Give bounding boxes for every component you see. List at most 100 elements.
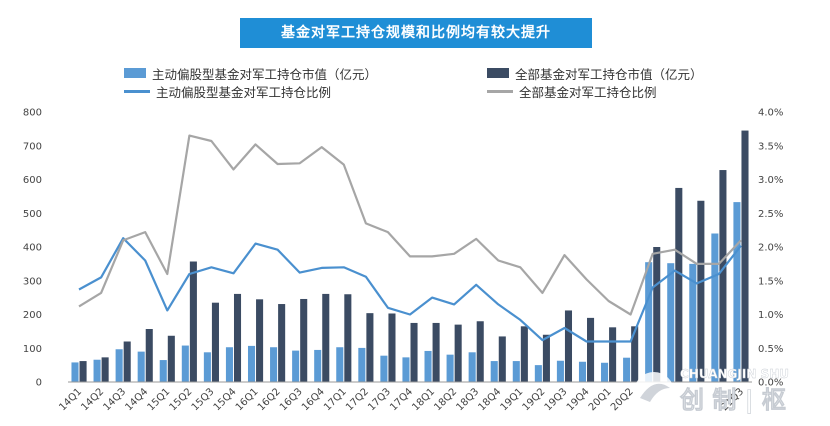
legend-label: 全部基金对军工持仓市值（亿元） — [515, 66, 703, 82]
y-left-tick-label: 700 — [23, 141, 42, 152]
bar-active-market-value — [203, 352, 211, 382]
legend: 主动偏股型基金对军工持仓市值（亿元） 全部基金对军工持仓市值（亿元） 主动偏股型… — [0, 60, 830, 100]
bar-all-market-value — [432, 322, 440, 382]
watermark-logo: CHUANGJIN SHU 创 制 | 枢 — [634, 367, 789, 414]
watermark-cn: 创 制 | 枢 — [679, 386, 786, 414]
legend-item-all-market-value: 全部基金对军工持仓市值（亿元） — [487, 64, 703, 82]
x-tick-label: 17Q3 — [366, 386, 393, 413]
bar-all-market-value — [498, 336, 506, 382]
legend-label: 全部基金对军工持仓比例 — [519, 84, 657, 100]
bar-active-market-value — [270, 347, 278, 382]
x-tick-label: 17Q2 — [344, 386, 371, 413]
bar-all-market-value — [476, 321, 484, 382]
y-right-tick-label: 1.0% — [758, 310, 783, 321]
bar-all-market-value — [564, 310, 573, 382]
x-tick-label: 14Q2 — [79, 386, 106, 413]
legend-swatch-active-bar — [124, 68, 146, 78]
chart-title: 基金对军工持仓规模和比例均有较大提升 — [240, 18, 592, 48]
y-left-tick-label: 0 — [36, 378, 42, 389]
x-tick-label: 15Q2 — [168, 386, 195, 413]
bar-active-market-value — [645, 262, 653, 382]
bar-active-market-value — [689, 263, 697, 382]
bar-active-market-value — [159, 360, 167, 382]
x-tick-label: 18Q4 — [477, 386, 504, 413]
bar-all-market-value — [278, 304, 286, 382]
y-axis-right: 0.0% 0.5% 1.0% 1.5% 2.0% 2.5% 3.0% 3.5% 4.0% — [758, 108, 783, 389]
y-right-tick-label: 0.0% — [758, 378, 783, 389]
legend-swatch-all-line — [487, 89, 513, 93]
bar-active-market-value — [512, 361, 520, 382]
y-left-tick-label: 200 — [23, 310, 42, 321]
y-right-tick-label: 4.0% — [758, 108, 783, 119]
bar-all-market-value — [344, 294, 352, 382]
bar-all-market-value — [631, 326, 639, 382]
x-tick-label: 16Q1 — [234, 386, 261, 413]
bar-active-market-value — [468, 352, 476, 382]
bar-active-market-value — [380, 355, 388, 382]
bar-all-market-value — [233, 293, 242, 382]
bar-active-market-value — [623, 357, 631, 382]
bar-active-market-value — [534, 365, 542, 382]
x-tick-label: 18Q1 — [410, 386, 437, 413]
y-left-tick-label: 600 — [23, 175, 42, 186]
x-tick-label: 19Q2 — [521, 386, 548, 413]
bars — [71, 130, 749, 382]
bar-active-market-value — [93, 359, 101, 382]
bar-all-market-value — [653, 247, 661, 382]
y-right-tick-label: 0.5% — [758, 344, 783, 355]
y-left-tick-label: 100 — [23, 344, 42, 355]
bar-all-market-value — [609, 327, 617, 382]
y-right-tick-label: 3.5% — [758, 141, 783, 152]
x-tick-label: 17Q1 — [322, 386, 349, 413]
x-tick-label: 19Q3 — [543, 386, 570, 413]
bar-all-market-value — [79, 361, 87, 382]
bar-all-market-value — [697, 200, 705, 382]
bar-all-market-value — [454, 324, 462, 382]
legend-swatch-active-line — [124, 89, 150, 93]
bar-all-market-value — [300, 298, 308, 382]
bar-all-market-value — [388, 313, 396, 382]
bar-all-market-value — [123, 341, 131, 382]
lines — [78, 134, 742, 343]
y-axis-left: 0 100 200 300 400 500 600 700 800 — [23, 108, 42, 389]
x-tick-label: 17Q4 — [388, 386, 415, 413]
legend-label: 主动偏股型基金对军工持仓比例 — [156, 84, 332, 100]
line-all-ratio — [78, 134, 742, 316]
legend-item-active-ratio: 主动偏股型基金对军工持仓比例 — [124, 82, 331, 100]
bar-all-market-value — [741, 130, 749, 382]
bar-active-market-value — [314, 349, 322, 382]
bar-all-market-value — [322, 293, 330, 382]
legend-item-all-ratio: 全部基金对军工持仓比例 — [487, 82, 657, 100]
y-right-tick-label: 3.0% — [758, 175, 783, 186]
bar-all-market-value — [101, 357, 109, 382]
x-tick-label: 16Q4 — [300, 386, 327, 413]
y-right-tick-label: 2.5% — [758, 209, 783, 220]
x-tick-label: 14Q4 — [123, 386, 150, 413]
y-right-tick-label: 2.0% — [758, 243, 783, 254]
x-tick-label: 15Q3 — [190, 386, 217, 413]
legend-label: 主动偏股型基金对军工持仓市值（亿元） — [152, 66, 378, 82]
y-left-tick-label: 800 — [23, 108, 42, 119]
bar-active-market-value — [71, 362, 79, 382]
bar-active-market-value — [225, 347, 233, 382]
x-tick-label: 14Q3 — [101, 386, 128, 413]
bar-all-market-value — [366, 313, 374, 382]
x-tick-label: 15Q4 — [212, 386, 239, 413]
y-left-tick-label: 500 — [23, 209, 42, 220]
bar-active-market-value — [490, 361, 498, 382]
bar-active-market-value — [556, 360, 564, 382]
bar-active-market-value — [358, 347, 366, 382]
bar-active-market-value — [292, 350, 300, 382]
bar-all-market-value — [587, 317, 595, 382]
bar-active-market-value — [733, 202, 741, 382]
bar-active-market-value — [181, 345, 189, 382]
watermark-latin: CHUANGJIN SHU — [680, 367, 789, 381]
bar-active-market-value — [247, 345, 256, 382]
legend-item-active-market-value: 主动偏股型基金对军工持仓市值（亿元） — [124, 64, 377, 82]
x-tick-label: 19Q1 — [499, 386, 526, 413]
bar-active-market-value — [137, 351, 145, 382]
legend-swatch-all-bar — [487, 68, 509, 78]
x-tick-label: 18Q2 — [432, 386, 459, 413]
bar-all-market-value — [211, 302, 219, 382]
bar-all-market-value — [520, 326, 528, 382]
